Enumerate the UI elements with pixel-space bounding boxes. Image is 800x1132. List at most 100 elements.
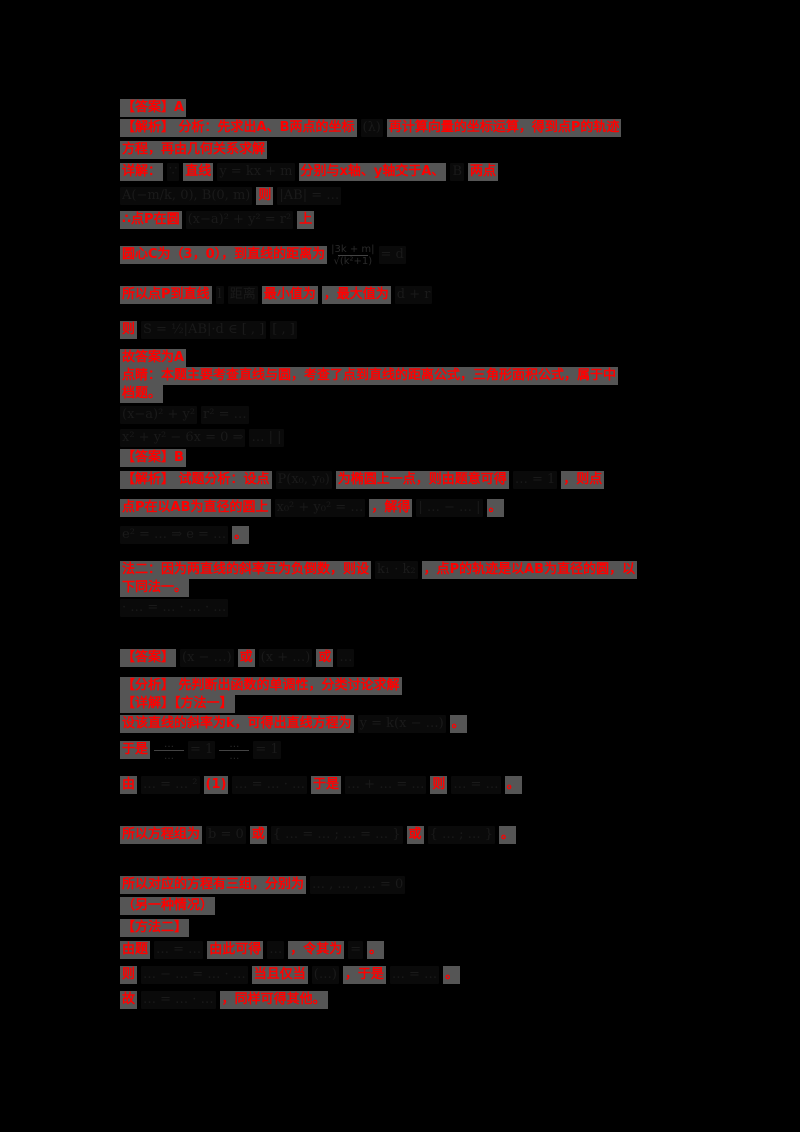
math-formula: P(x₀, y₀) bbox=[275, 471, 332, 489]
answer-text: 则 bbox=[256, 187, 274, 205]
math-formula: { … ; … } bbox=[427, 826, 496, 844]
numerator: … bbox=[164, 738, 175, 750]
answer-text: 直线 bbox=[183, 163, 214, 181]
math-formula: |AB| = … bbox=[277, 187, 342, 205]
math-formula: = d bbox=[378, 246, 406, 264]
answer-text: 最小值为 bbox=[261, 286, 318, 304]
text-line: 则… − … = … · … 当且仅当 (…) ，于是… = …。 bbox=[120, 965, 461, 985]
math-formula: = 1 bbox=[188, 741, 216, 759]
answer-text: 所以对应的方程有三组，分别为 bbox=[120, 876, 307, 894]
answer-text: 则 bbox=[430, 776, 448, 794]
math-formula: { … = … ; … = … } bbox=[270, 826, 403, 844]
text-line: ∴点P在圆 (x−a)² + y² = r² 上 bbox=[120, 210, 315, 230]
text-line: 【答案】B bbox=[120, 448, 186, 468]
text-line: 【详解】【方法一】 bbox=[120, 694, 235, 714]
text-line: (x−a)² + y² r² = … bbox=[120, 405, 249, 425]
answer-text: ，于是 bbox=[342, 966, 386, 984]
math-formula: … = … · … bbox=[232, 776, 308, 794]
answer-text: 再计算向量的坐标运算，得到点P的轨迹 bbox=[386, 119, 622, 137]
text-line: 由题… = … 由此可得… ，令其为 =。 bbox=[120, 940, 385, 960]
math-formula: k₁ · k₂ bbox=[375, 561, 418, 579]
answer-text: 则 bbox=[120, 966, 138, 984]
text-line: 故… = … · … ，同样可得其他。 bbox=[120, 990, 328, 1010]
answer-text: 【解析】 分析：先求出A、B两点的坐标 bbox=[120, 119, 357, 137]
text-line: 【解析】 试题分析：设点 P(x₀, y₀) 为椭圆上一点，则由题意可得… = 1，… bbox=[120, 470, 605, 490]
math-formula: … | | bbox=[249, 429, 284, 447]
answer-text: 法二：因为两直线的斜率互为负倒数，则设 bbox=[120, 561, 372, 579]
text-line: 【分析】 先判断出函数的单调性，分类讨论求解 bbox=[120, 676, 402, 696]
math-formula: … bbox=[337, 649, 355, 667]
answer-text: 点睛：本题主要考查直线与圆，考查了点到直线的距离公式，三角形面积公式，属于中 bbox=[120, 367, 619, 385]
answer-text: 。 bbox=[499, 826, 517, 844]
math-formula: [ , ] bbox=[270, 321, 297, 339]
answer-text: 于是 bbox=[311, 776, 342, 794]
answer-text: 详解： bbox=[120, 163, 164, 181]
text-line: 下同法一。 bbox=[120, 578, 190, 598]
answer-text: 【解析】 试题分析：设点 bbox=[120, 471, 272, 489]
answer-text: 于是 bbox=[120, 741, 151, 759]
math-formula: … + … = … bbox=[345, 776, 427, 794]
text-line: e² = … ⇒ e = …。 bbox=[120, 525, 250, 545]
math-formula: x₀² + y₀² = … bbox=[274, 499, 366, 517]
numerator: … bbox=[229, 738, 240, 750]
math-formula: e² = … ⇒ e = … bbox=[120, 526, 229, 544]
text-line: 由… = … ² (1) … = … · … 于是… + … = … 则… = …。 bbox=[120, 775, 522, 795]
fraction-bar bbox=[154, 749, 185, 751]
text-line: 详解： ∵ 直线 y = kx + m 分别与x轴、y轴交于A、 B 两点 bbox=[120, 162, 499, 182]
answer-text: ，解得 bbox=[369, 499, 413, 517]
math-formula: … = … bbox=[154, 941, 204, 959]
answer-text: 所以点P到直线 bbox=[120, 286, 212, 304]
answer-text: ，令其为 bbox=[288, 941, 345, 959]
text-line: （另一种情况） bbox=[120, 896, 216, 916]
answer-text: 为椭圆上一点，则由题意可得 bbox=[335, 471, 509, 489]
answer-text: 由 bbox=[120, 776, 138, 794]
text-line: 于是…… = 1…… = 1 bbox=[120, 738, 281, 762]
answer-text: 或 bbox=[237, 649, 255, 667]
answer-text: 。 bbox=[443, 966, 461, 984]
answer-text: 所以方程组为 bbox=[120, 826, 203, 844]
answer-text: 下同法一。 bbox=[120, 579, 190, 597]
math-formula: d + r bbox=[394, 286, 433, 304]
text-line: 所以方程组为 b = 0 或{ … = … ; … = … } 或{ … ; … }。 bbox=[120, 825, 517, 845]
math-formula: ∵ bbox=[167, 163, 180, 181]
math-formula: b = 0 bbox=[206, 826, 246, 844]
answer-text: 两点 bbox=[468, 163, 499, 181]
answer-text: 。 bbox=[232, 526, 250, 544]
answer-text: ，同样可得其他。 bbox=[219, 991, 328, 1009]
math-formula: (x − …) bbox=[180, 649, 234, 667]
answer-text: 【答案】B bbox=[120, 449, 186, 467]
math-formula: (…) bbox=[311, 966, 339, 984]
text-line: x² + y² − 6x = 0 ⇒ … | | bbox=[120, 428, 284, 448]
math-formula: … = 1 bbox=[512, 471, 558, 489]
math-formula: A(−m/k, 0), B(0, m) bbox=[120, 187, 253, 205]
fraction: |3k + m| √(k²+1) bbox=[331, 244, 374, 267]
math-formula: … = … ² bbox=[141, 776, 200, 794]
denominator: … bbox=[229, 750, 240, 762]
answer-text: 故答案为A bbox=[120, 349, 187, 367]
math-formula: l bbox=[215, 286, 224, 304]
fraction-bar bbox=[337, 254, 368, 256]
math-formula: y = k(x − …) bbox=[357, 715, 446, 733]
answer-text: 分别与x轴、y轴交于A、 bbox=[298, 163, 447, 181]
math-formula: … bbox=[267, 941, 285, 959]
math-formula: … , … , … = 0 bbox=[310, 876, 406, 894]
answer-text: 【详解】【方法一】 bbox=[120, 695, 235, 713]
fraction-bar bbox=[219, 749, 250, 751]
answer-text: 方程，再由几何关系求解 bbox=[120, 141, 268, 159]
math-formula: … − … = … · … bbox=[141, 966, 248, 984]
numerator: |3k + m| bbox=[331, 243, 375, 255]
text-line: 法二：因为两直线的斜率互为负倒数，则设 k₁ · k₂ ，点P的轨迹是以AB为直径的… bbox=[120, 560, 638, 580]
answer-text: 。 bbox=[449, 715, 467, 733]
answer-text: ，则点 bbox=[561, 471, 605, 489]
answer-text: 则 bbox=[120, 321, 138, 339]
fraction: …… bbox=[154, 738, 185, 762]
text-line: · … = … · … · … bbox=[120, 598, 229, 618]
answer-text: (1) bbox=[203, 776, 229, 794]
text-line: 设该直线的斜率为k，可得出直线方程为 y = k(x − …)。 bbox=[120, 714, 467, 734]
text-line: 【答案】A bbox=[120, 98, 187, 118]
math-formula: (λ) bbox=[360, 119, 383, 137]
answer-text: ，最大值为 bbox=[321, 286, 391, 304]
fraction: …… bbox=[219, 738, 250, 762]
math-formula: … = … bbox=[451, 776, 501, 794]
denominator: … bbox=[164, 750, 175, 762]
